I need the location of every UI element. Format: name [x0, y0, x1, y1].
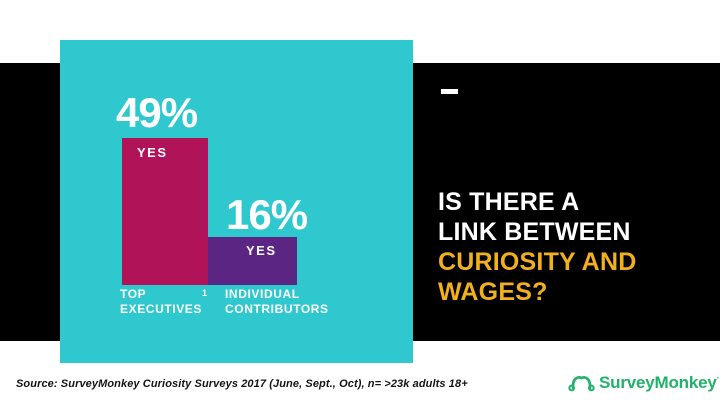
chart-panel: [60, 40, 413, 363]
bar-value-label-top-executives: 49%: [116, 89, 198, 136]
accent-dash-icon: [441, 89, 458, 94]
category-label-line: INDIVIDUAL: [225, 287, 300, 301]
category-label-top-executives: TOP EXECUTIVES: [120, 287, 202, 317]
slide-title: IS THERE A LINK BETWEEN CURIOSITY AND WA…: [438, 187, 708, 307]
category-label-line: TOP: [120, 287, 147, 301]
source-citation: Source: SurveyMonkey Curiosity Surveys 2…: [16, 378, 468, 390]
footnote-marker: 1: [202, 288, 208, 298]
title-line-highlight: WAGES?: [438, 278, 548, 306]
logo-wordmark-text: SurveyMonkey: [599, 372, 717, 392]
bar-inner-label-individual-contributors: YES: [246, 243, 277, 258]
bar-top-executives: [122, 138, 208, 285]
bar-inner-label-top-executives: YES: [137, 145, 168, 160]
surveymonkey-monkey-icon: [568, 372, 595, 392]
title-line-highlight: CURIOSITY AND: [438, 248, 637, 276]
category-label-line: CONTRIBUTORS: [225, 302, 329, 316]
bar-value-label-individual-contributors: 16%: [226, 191, 308, 238]
bar-individual-contributors: [208, 237, 297, 285]
category-label-individual-contributors: INDIVIDUAL CONTRIBUTORS: [225, 287, 329, 317]
surveymonkey-logo: SurveyMonkey·: [568, 372, 720, 392]
logo-wordmark: SurveyMonkey·: [599, 372, 720, 392]
logo-trademark-mark: ·: [716, 372, 720, 383]
title-line: LINK BETWEEN: [438, 218, 631, 246]
category-label-line: EXECUTIVES: [120, 302, 203, 316]
title-line: IS THERE A: [438, 188, 580, 216]
